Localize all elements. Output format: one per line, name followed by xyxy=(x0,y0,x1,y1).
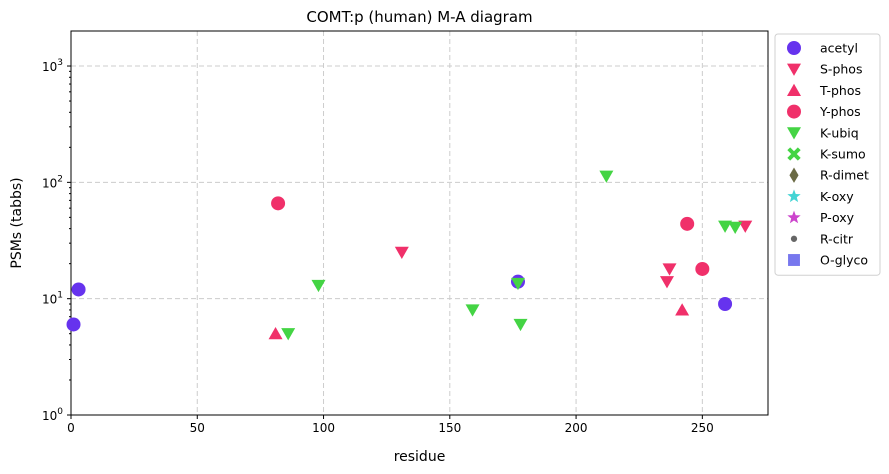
legend-label: P-oxy xyxy=(820,210,855,225)
data-point-k-ubiq xyxy=(465,304,480,317)
legend-marker-t-phos xyxy=(787,83,801,96)
data-point-k-ubiq xyxy=(510,277,525,291)
grid-lines xyxy=(70,31,768,416)
y-tick-label: 102 xyxy=(42,174,63,190)
y-tick-label: 101 xyxy=(42,291,63,307)
legend-box xyxy=(774,33,881,276)
x-tick-label: 150 xyxy=(438,421,461,435)
y-axis-title: PSMs (tabbs) xyxy=(9,177,25,268)
legend-marker-acetyl xyxy=(787,41,801,55)
chart-title: COMT:p (human) M-A diagram xyxy=(306,8,532,26)
legend-label: S-phos xyxy=(820,62,862,77)
legend-marker-k-oxy xyxy=(787,189,801,203)
x-axis: 0 50 100 150 200 250 xyxy=(67,415,714,435)
x-tick-label: 0 xyxy=(67,421,75,435)
legend-label: R-dimet xyxy=(820,168,869,183)
data-point-acetyl xyxy=(718,296,733,311)
x-tick-label: 200 xyxy=(565,421,588,435)
data-point-y-phos xyxy=(271,196,286,211)
data-point-k-ubiq xyxy=(311,279,326,293)
legend-marker-r-dimet xyxy=(789,167,799,183)
legend-label: T-phos xyxy=(819,83,861,98)
data-point-k-ubiq xyxy=(728,221,743,235)
legend-label: R-citr xyxy=(820,231,854,246)
data-point-acetyl xyxy=(71,282,86,297)
x-tick-label: 250 xyxy=(691,421,714,435)
legend-marker-o-glyco xyxy=(788,254,800,266)
legend-marker-k-ubiq xyxy=(787,127,801,140)
data-point-k-ubiq xyxy=(599,170,614,183)
legend-marker-s-phos xyxy=(787,63,801,76)
data-point-t-phos xyxy=(268,327,283,340)
data-point-s-phos xyxy=(659,276,674,289)
data-point-y-phos xyxy=(680,216,695,231)
data-point-k-ubiq xyxy=(718,220,733,233)
y-tick-label: 100 xyxy=(42,407,63,423)
x-axis-title: residue xyxy=(394,449,446,465)
data-points xyxy=(66,170,753,341)
legend-label: O-glyco xyxy=(820,253,868,268)
x-tick-label: 100 xyxy=(312,421,335,435)
data-point-acetyl xyxy=(66,317,81,332)
legend-marker-y-phos xyxy=(787,104,801,119)
legend-label: K-sumo xyxy=(820,147,866,162)
data-point-s-phos xyxy=(394,246,409,260)
data-point-s-phos xyxy=(662,263,677,276)
legend: acetyl S-phos T-phos Y-phos K-ubiq K-sumo R-di… xyxy=(774,33,881,276)
legend-label: acetyl xyxy=(820,41,858,56)
data-point-k-ubiq xyxy=(513,318,528,332)
data-point-t-phos xyxy=(675,303,690,316)
data-point-k-ubiq xyxy=(281,328,296,341)
legend-label: K-oxy xyxy=(820,189,854,204)
legend-marker-p-oxy xyxy=(787,210,801,224)
data-point-y-phos xyxy=(695,261,710,276)
data-point-s-phos xyxy=(738,220,753,233)
x-tick-label: 50 xyxy=(190,421,205,435)
legend-label: Y-phos xyxy=(819,104,861,119)
legend-label: K-ubiq xyxy=(820,125,859,140)
y-tick-label: 103 xyxy=(42,58,63,74)
y-axis: 100 101 102 103 xyxy=(42,58,71,423)
legend-marker-r-citr xyxy=(790,235,798,242)
plot-area xyxy=(70,30,769,416)
legend-marker-k-sumo xyxy=(787,147,801,161)
